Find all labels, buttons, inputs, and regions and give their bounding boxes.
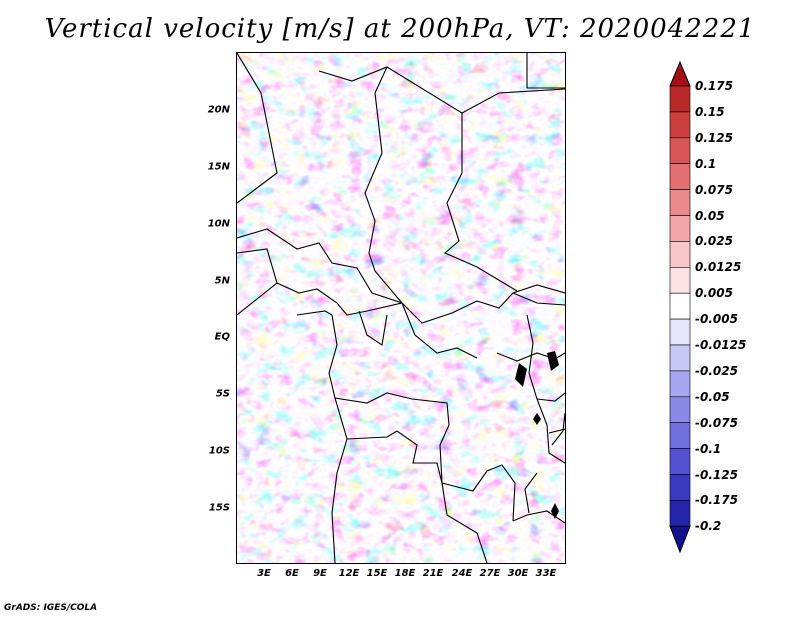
grads-credit: GrADS: IGES/COLA [4, 603, 98, 613]
lat-label-10s: 10S [208, 445, 230, 457]
legend-label: 0.0125 [695, 260, 742, 275]
legend-label: 0.075 [695, 182, 733, 197]
velocity-field [237, 53, 565, 563]
lakes [515, 351, 559, 519]
legend-swatch-12 [669, 370, 691, 398]
lat-label-eq: EQ [214, 331, 230, 343]
legend-swatch-3 [669, 137, 691, 165]
chart-title: Vertical velocity [m/s] at 200hPa, VT: 2… [44, 14, 756, 44]
lon-label-27e: 27E [479, 568, 501, 579]
legend-swatch-17 [669, 500, 691, 527]
legend-label: 0.005 [695, 286, 733, 301]
lat-label-10n: 10N [207, 218, 230, 230]
legend-label: -0.2 [695, 519, 722, 534]
legend-label: -0.0125 [695, 338, 747, 352]
legend-swatch-5 [669, 189, 691, 216]
lat-label-5s: 5S [215, 388, 230, 400]
legend-swatch-14 [669, 422, 691, 449]
legend-label: 0.1 [695, 156, 717, 171]
lon-label-33e: 33E [535, 568, 557, 579]
lat-label-20n: 20N [207, 104, 230, 116]
legend-swatch-10 [669, 318, 691, 346]
legend-label: 0.05 [695, 208, 725, 223]
lon-label-9e: 9E [313, 568, 327, 579]
legend-label: -0.1 [695, 441, 722, 456]
legend-swatch-16 [669, 474, 691, 501]
lat-label-15s: 15S [208, 502, 230, 514]
legend-label: -0.05 [695, 389, 730, 404]
lon-label-24e: 24E [451, 568, 473, 579]
lon-label-21e: 21E [422, 568, 444, 579]
country-borders [237, 53, 565, 563]
lon-label-6e: 6E [285, 568, 299, 579]
legend-swatch-9 [669, 292, 691, 320]
lon-label-3e: 3E [257, 568, 271, 579]
legend-label: -0.025 [695, 363, 738, 378]
legend-swatch-13 [669, 396, 691, 423]
legend-top-arrow [669, 60, 691, 87]
lon-label-18e: 18E [394, 568, 416, 579]
map-panel[interactable] [236, 52, 566, 564]
legend-label: 0.175 [695, 79, 733, 93]
legend-label: -0.075 [695, 415, 738, 430]
legend-bottom-arrow [669, 525, 691, 554]
legend-label: 0.125 [695, 130, 733, 145]
legend-swatch-8 [669, 266, 691, 294]
lon-label-15e: 15E [366, 568, 388, 579]
lat-label-15n: 15N [207, 161, 230, 173]
lon-label-12e: 12E [338, 568, 360, 579]
legend-swatch-15 [669, 448, 691, 475]
lon-label-30e: 30E [507, 568, 529, 579]
legend-swatch-6 [669, 215, 691, 242]
legend-label: 0.025 [695, 234, 733, 249]
legend-swatch-2 [669, 111, 691, 139]
legend-label: -0.175 [695, 493, 738, 508]
legend-label: -0.125 [695, 467, 738, 482]
lat-label-5n: 5N [214, 275, 230, 287]
legend-label: 0.15 [695, 104, 725, 119]
legend-label: -0.005 [695, 312, 738, 327]
legend-swatch-1 [669, 85, 691, 113]
legend-swatch-7 [669, 241, 691, 268]
legend-swatch-4 [669, 163, 691, 190]
map-canvas [237, 53, 565, 563]
legend-swatch-11 [669, 344, 691, 372]
